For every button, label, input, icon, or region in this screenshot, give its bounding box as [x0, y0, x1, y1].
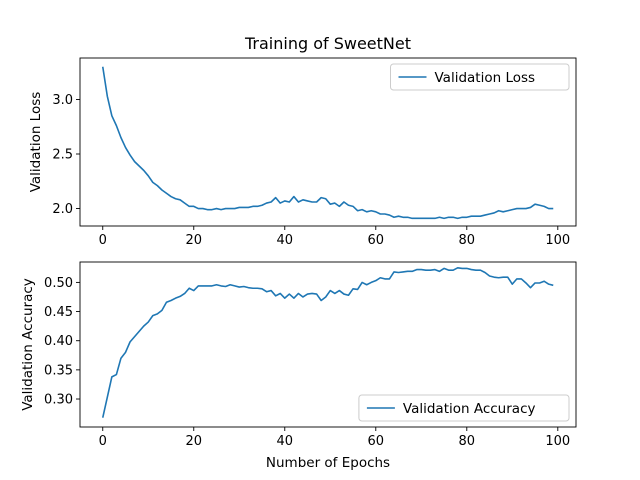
legend-0: Validation Loss: [390, 63, 570, 91]
legend-box-0: [390, 63, 570, 91]
y-tick-label-1-2: 0.40: [44, 334, 73, 349]
y-axis-label-1: Validation Accuracy: [20, 278, 36, 411]
x-tick-label-1-2: 40: [276, 434, 293, 449]
x-tick-label-1-5: 100: [545, 434, 570, 449]
x-tick-label-1-3: 60: [368, 434, 385, 449]
y-axis-label-0: Validation Loss: [28, 92, 44, 193]
x-tick-label-1-0: 0: [99, 434, 107, 449]
x-tick-label-1-1: 20: [185, 434, 202, 449]
axes-frame-0: [79, 57, 577, 227]
chart-title: Training of SweetNet: [244, 34, 411, 53]
x-tick-label-1-4: 80: [459, 434, 476, 449]
series-line-1-0: [101, 267, 554, 418]
y-tick-label-1-0: 0.30: [44, 393, 73, 408]
legend-1: Validation Accuracy: [358, 394, 570, 422]
loss-panel: 0 20 40 60 80 100 2.0 2.5 3.0 Validation Loss Vali…: [28, 57, 577, 248]
x-tick-label-0-4: 80: [459, 233, 476, 248]
x-tick-label-0-2: 40: [276, 233, 293, 248]
y-tick-label-0-1: 2.5: [52, 148, 73, 163]
y-tick-label-0-2: 3.0: [52, 93, 73, 108]
legend-label-1: Validation Accuracy: [403, 401, 536, 417]
x-tick-label-0-1: 20: [185, 233, 202, 248]
x-tick-label-0-0: 0: [99, 233, 107, 248]
y-tick-label-1-3: 0.45: [44, 305, 73, 320]
accuracy-panel: 0 20 40 60 80 100 0.30 0.35 0.40 0.45 0.50 Validati…: [20, 261, 577, 471]
legend-box-1: [358, 394, 570, 422]
x-tick-label-0-5: 100: [545, 233, 570, 248]
legend-label-0: Validation Loss: [435, 70, 536, 86]
series-line-0-0: [101, 66, 554, 220]
y-tick-label-1-1: 0.35: [44, 363, 73, 378]
x-tick-label-0-3: 60: [368, 233, 385, 248]
x-axis-label-1: Number of Epochs: [266, 455, 390, 471]
y-tick-label-0-0: 2.0: [52, 202, 73, 217]
axes-frame-1: [79, 261, 577, 428]
y-tick-label-1-4: 0.50: [44, 276, 73, 291]
